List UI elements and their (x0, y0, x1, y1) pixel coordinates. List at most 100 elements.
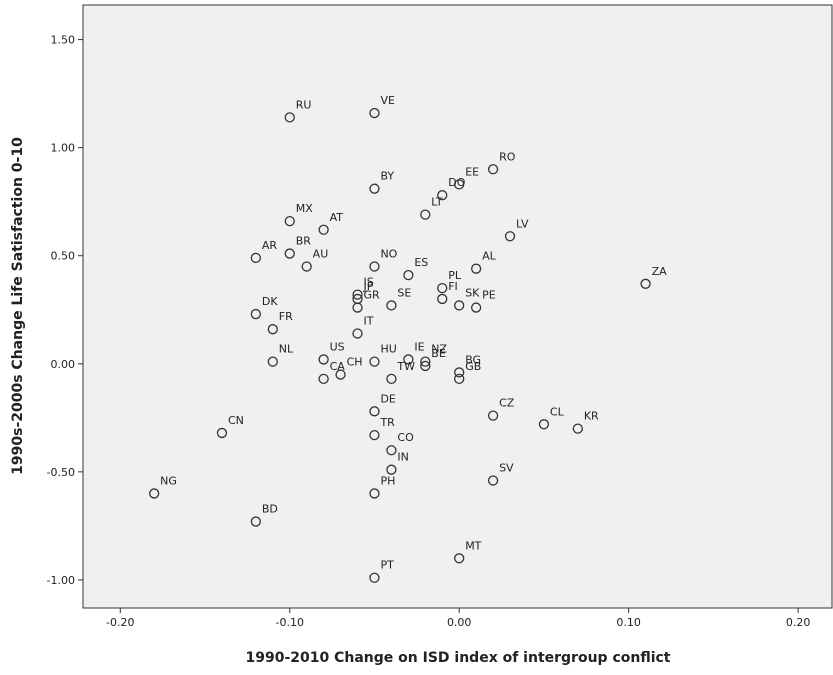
point (403, 270, 414, 281)
point-label: IT (364, 315, 374, 328)
point (538, 419, 550, 430)
y-tick-label: 1.00 (51, 142, 76, 155)
point-label: BD (262, 503, 278, 516)
point (487, 164, 499, 175)
point (369, 488, 380, 499)
point (454, 179, 465, 190)
point-label: DK (262, 295, 278, 308)
point (386, 464, 397, 475)
point-label: SV (499, 461, 514, 474)
point-label: TR (379, 416, 395, 429)
plot-area (82, 4, 833, 609)
point-label: ES (414, 256, 428, 269)
point (420, 209, 431, 220)
point-label: US (330, 340, 345, 353)
point-label: LV (516, 217, 529, 230)
point-label: GR (364, 289, 381, 302)
point-label: HU (380, 343, 396, 356)
point (149, 488, 160, 499)
point-label: EE (465, 165, 479, 178)
point (318, 354, 329, 365)
y-tick-label: 0.00 (51, 358, 76, 371)
point (403, 354, 414, 365)
y-tick-label: 0.50 (51, 250, 76, 263)
point (640, 278, 651, 289)
point (437, 190, 448, 201)
y-tick-label: -0.50 (47, 466, 75, 479)
point-label: KR (584, 410, 599, 423)
point-label: DE (380, 392, 395, 405)
point-label: MT (465, 539, 481, 552)
y-tick-label: 1.50 (51, 34, 76, 47)
point-label: PE (482, 289, 496, 302)
point (470, 263, 482, 274)
point-label: TW (396, 360, 415, 373)
point-label: AR (262, 239, 278, 252)
point-label: AU (313, 248, 329, 261)
point (301, 261, 312, 272)
point-label: DO (448, 176, 465, 189)
point-label: NZ (431, 343, 447, 356)
point-label: BY (380, 170, 394, 183)
point (369, 107, 380, 119)
point (437, 293, 448, 305)
point-label: PT (380, 559, 394, 572)
point (572, 423, 583, 434)
point (352, 328, 363, 339)
point-label: CZ (499, 397, 515, 410)
point (420, 360, 431, 372)
x-axis-title: 1990-2010 Change on ISD index of intergr… (246, 650, 671, 666)
point (369, 261, 380, 272)
point-label: IE (414, 340, 424, 353)
point-label: RU (296, 98, 312, 111)
point-label: SE (397, 286, 411, 299)
point-label: CL (550, 405, 565, 418)
point-label: LT (431, 196, 443, 209)
point (250, 252, 261, 264)
point-label: JP (363, 280, 374, 293)
point-label: AL (482, 250, 497, 263)
point-label: ZA (652, 265, 668, 278)
point (267, 324, 278, 335)
point (487, 410, 499, 421)
point (454, 367, 465, 378)
point (352, 289, 363, 300)
point (369, 429, 380, 441)
point (487, 475, 499, 486)
point-label: MX (296, 202, 313, 215)
point-label: FI (448, 280, 458, 293)
point (284, 248, 295, 259)
point (250, 516, 261, 527)
point (386, 300, 397, 311)
point (335, 369, 346, 380)
point-label: AT (330, 211, 344, 224)
point (454, 373, 465, 385)
point (420, 356, 431, 367)
point-label: CO (397, 431, 414, 444)
point-label: CH (347, 356, 363, 369)
x-tick-label: -0.10 (276, 616, 304, 629)
y-tick-label: -1.00 (47, 574, 75, 587)
point (284, 215, 295, 227)
point-label: PL (448, 269, 462, 282)
point (470, 302, 482, 313)
point-label: CN (228, 414, 244, 427)
point (318, 224, 329, 235)
point (454, 300, 465, 311)
y-axis-title: 1990s-2000s Change Life Satisfaction 0-1… (10, 137, 26, 475)
point (454, 553, 465, 564)
point (284, 112, 295, 123)
point (267, 356, 278, 367)
point (250, 308, 261, 320)
point (386, 445, 397, 456)
point (369, 356, 380, 367)
point (369, 572, 380, 583)
point-label: BE (431, 347, 446, 360)
point-label: BG (465, 353, 481, 366)
point-label: NG (160, 474, 177, 487)
point (369, 406, 380, 417)
point-label: NO (380, 248, 397, 261)
point-label: RO (499, 150, 516, 163)
point-label: GB (465, 360, 481, 373)
